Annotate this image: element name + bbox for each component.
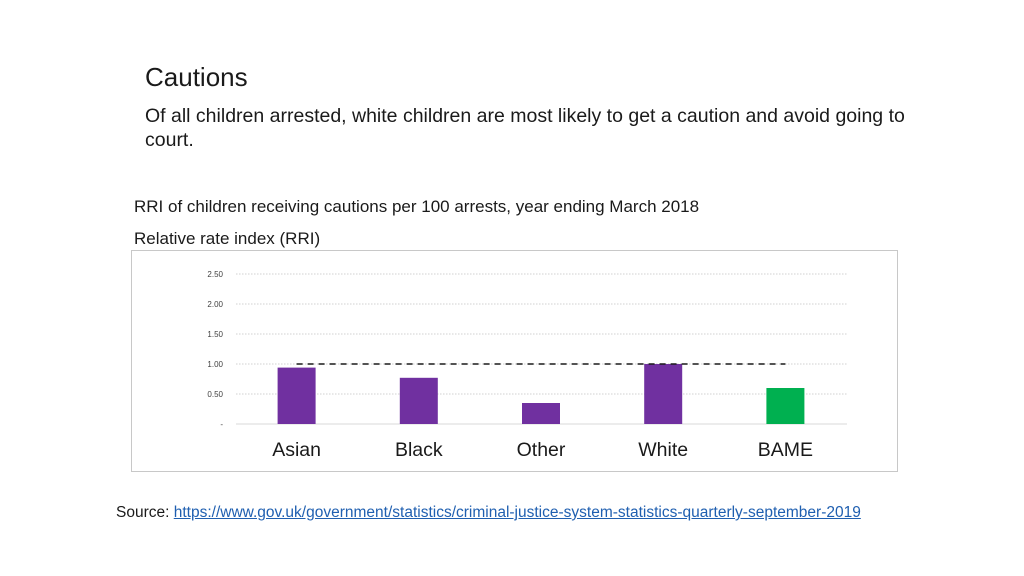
y-axis-label: Relative rate index (RRI) [134, 229, 321, 248]
source-label: Source: [116, 504, 174, 521]
chart-title: RRI of children receiving cautions per 1… [134, 197, 700, 216]
page-title: Cautions [145, 62, 248, 92]
source-link[interactable]: https://www.gov.uk/government/statistics… [173, 504, 861, 521]
page-subtitle: Of all children arrested, white children… [145, 105, 905, 151]
source-line: Source: https://www.gov.uk/government/st… [116, 503, 861, 523]
chart-frame [131, 250, 898, 472]
